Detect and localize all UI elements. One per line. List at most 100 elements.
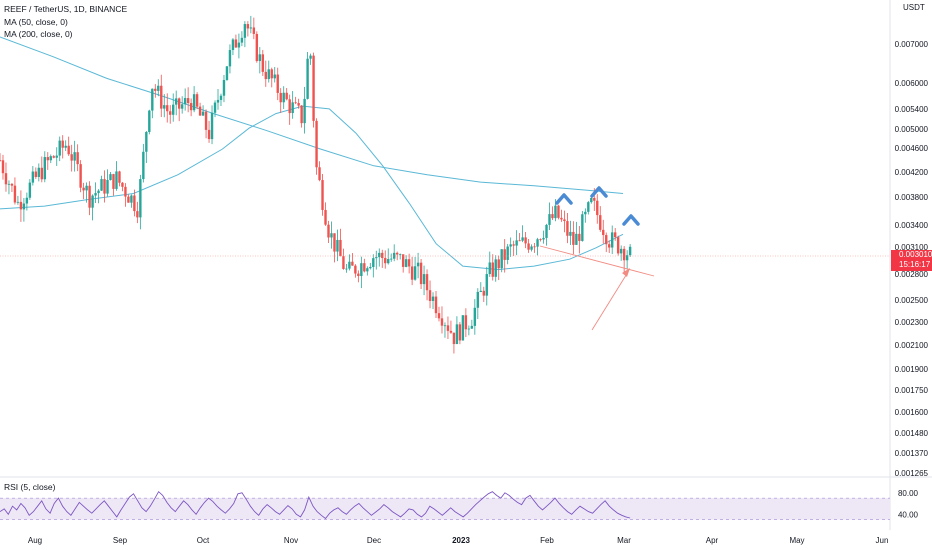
candle <box>625 250 629 269</box>
candle <box>542 230 545 244</box>
candle <box>228 44 232 74</box>
candle <box>602 219 605 244</box>
price-tick-label: 0.004600 <box>895 144 929 153</box>
candle <box>390 253 393 262</box>
price-tick-label: 0.002500 <box>895 296 929 305</box>
candle <box>210 105 214 145</box>
candle <box>336 229 339 262</box>
candle <box>333 233 336 263</box>
candle <box>270 67 273 88</box>
rsi-tick-label: 40.00 <box>898 510 919 519</box>
price-tick-label: 0.001370 <box>895 449 929 458</box>
candle <box>157 79 160 97</box>
candle <box>548 202 551 231</box>
date-tick-label: Feb <box>540 536 554 545</box>
candle <box>243 21 247 48</box>
candle <box>506 243 509 265</box>
price-tick-label: 0.007000 <box>895 40 929 49</box>
candle <box>303 86 306 134</box>
candle <box>172 93 175 122</box>
candle <box>195 92 199 110</box>
candle <box>4 162 8 192</box>
price-tick-label: 0.004200 <box>895 168 929 177</box>
rsi-axis: 80.00 40.00 <box>898 489 919 520</box>
price-axis: 0.007000 0.006000 0.005400 0.005000 0.004600… <box>889 0 929 530</box>
price-tick-label: 0.001480 <box>895 429 929 438</box>
currency-label: USDT <box>903 3 925 12</box>
candle <box>449 320 453 334</box>
candle <box>219 93 223 107</box>
head-marker-icon <box>590 186 608 198</box>
candle <box>213 100 217 118</box>
candle <box>494 255 497 282</box>
candle <box>479 282 483 293</box>
candle <box>443 322 447 338</box>
candle <box>79 160 82 193</box>
candle <box>512 240 515 256</box>
candle <box>491 254 494 281</box>
candle <box>82 182 85 200</box>
candle <box>524 231 527 249</box>
candle <box>360 256 363 289</box>
candle <box>458 322 462 345</box>
date-tick-label: Oct <box>197 536 210 545</box>
candle <box>437 306 441 322</box>
candle <box>369 262 372 270</box>
candle <box>67 136 70 156</box>
candle <box>180 96 184 114</box>
candle <box>22 198 26 222</box>
candle <box>536 237 539 256</box>
candle <box>16 195 20 205</box>
candle <box>49 154 52 164</box>
candle <box>7 180 11 195</box>
candle <box>312 52 315 128</box>
date-tick-label: Mar <box>617 536 631 545</box>
candle <box>118 170 121 187</box>
candle <box>201 105 205 117</box>
candle <box>476 288 480 320</box>
candle <box>252 17 256 40</box>
price-tick-label: 0.002800 <box>895 270 929 279</box>
candle <box>605 232 608 253</box>
rsi-legend[interactable]: RSI (5, close) <box>4 482 56 492</box>
candle <box>545 223 548 246</box>
candle <box>387 248 390 265</box>
candle <box>324 202 327 226</box>
price-tick-label: 0.006000 <box>895 79 929 88</box>
candle <box>575 221 578 245</box>
candle <box>222 75 226 103</box>
rsi-tick-label: 80.00 <box>898 489 919 498</box>
candle <box>452 332 456 354</box>
candle <box>58 136 61 162</box>
candle <box>240 31 244 47</box>
candle <box>154 84 157 98</box>
candle <box>300 104 303 128</box>
price-tick-label: 0.002300 <box>895 318 929 327</box>
candle <box>204 109 208 139</box>
candle <box>136 201 139 224</box>
date-tick-label: Dec <box>367 536 381 545</box>
candle <box>148 109 151 135</box>
neckline-trendline <box>539 245 655 277</box>
candle <box>133 189 136 217</box>
candle <box>581 210 584 242</box>
candle <box>473 299 477 335</box>
candle <box>455 316 459 345</box>
candle <box>321 174 324 216</box>
candle <box>533 243 536 253</box>
candle <box>327 220 330 243</box>
candle <box>467 325 471 336</box>
arrow-head-icon <box>622 268 630 277</box>
candle <box>482 286 485 303</box>
candle <box>297 98 300 109</box>
candle <box>282 86 285 109</box>
price-tick-label: 0.001265 <box>895 469 929 478</box>
ma50-legend[interactable]: MA (50, close, 0) <box>4 17 68 27</box>
ma200-legend[interactable]: MA (200, close, 0) <box>4 29 73 39</box>
candlestick-series <box>0 15 632 354</box>
candle <box>64 140 67 152</box>
candle <box>40 156 44 183</box>
candle <box>392 244 396 262</box>
candle <box>446 316 450 339</box>
